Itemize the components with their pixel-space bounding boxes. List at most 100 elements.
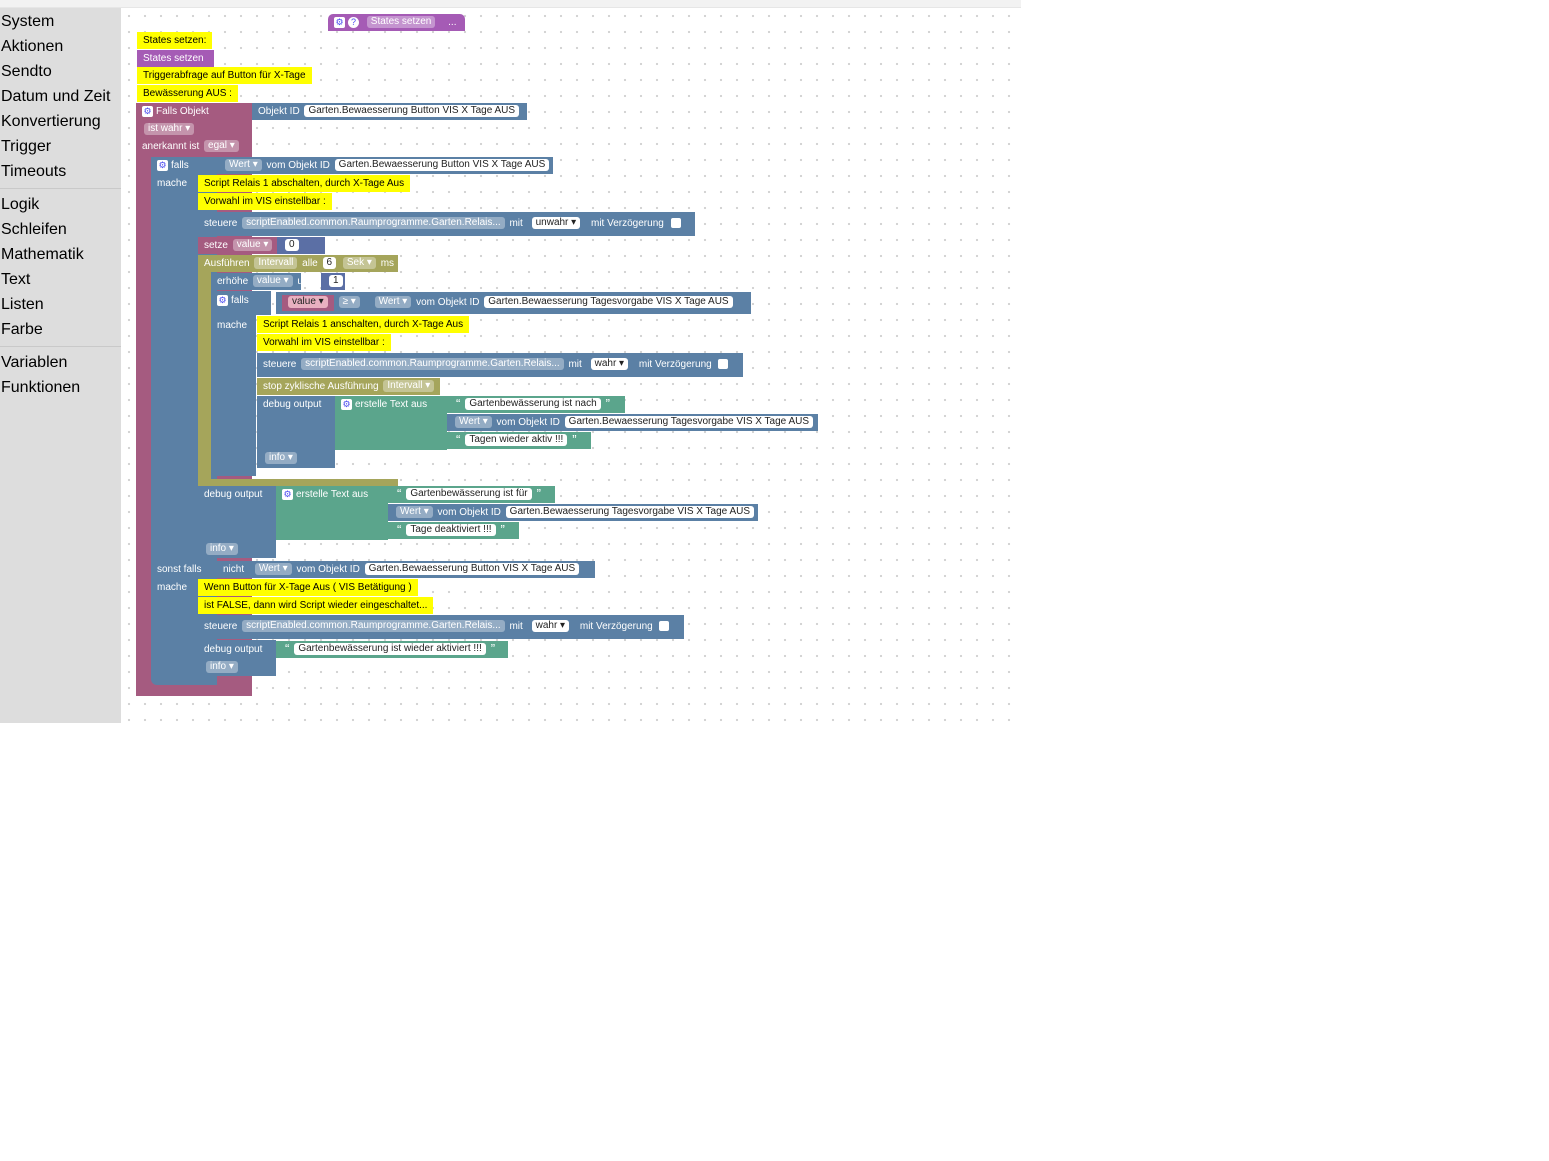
operator: ≥ bbox=[342, 296, 349, 308]
objekt-id-field[interactable]: Garten.Bewaesserung Button VIS X Tage AU… bbox=[364, 563, 580, 576]
function-name-field[interactable]: States setzen bbox=[366, 16, 436, 29]
trigger-condition-dropdown[interactable]: ist wahr ▾ bbox=[144, 123, 195, 136]
steuere-block[interactable]: steuere scriptEnabled.common.Raumprogram… bbox=[198, 212, 695, 236]
debug-level-dropdown[interactable]: info ▾ bbox=[265, 452, 297, 465]
string-field[interactable]: Tage deaktiviert !!! bbox=[406, 524, 496, 537]
text-string-block[interactable]: “ Gartenbewässerung ist wieder aktiviert … bbox=[276, 641, 508, 658]
objekt-id-field[interactable]: Garten.Bewaesserung Tagesvorgabe VIS X T… bbox=[505, 506, 755, 519]
not-condition-block[interactable]: nicht Wert ▾ vom Objekt ID Garten.Bewaes… bbox=[217, 561, 595, 578]
setze-var-dropdown[interactable]: value ▾ bbox=[232, 239, 273, 252]
category-trigger[interactable]: Trigger bbox=[1, 138, 52, 155]
comment-bewaesserung-aus[interactable]: Bewässerung AUS : bbox=[137, 85, 238, 102]
string-field[interactable]: Gartenbewässerung ist für bbox=[406, 488, 532, 501]
get-value-block[interactable]: Wert ▾ vom Objekt ID Garten.Bewaesserung… bbox=[447, 414, 818, 431]
wert-dropdown[interactable]: Wert ▾ bbox=[225, 159, 262, 172]
comment-wenn-button[interactable]: Wenn Button für X-Tage Aus ( VIS Betätig… bbox=[198, 579, 418, 596]
text-string-block[interactable]: “ Gartenbewässerung ist nach ” bbox=[447, 396, 625, 413]
setze-block[interactable]: setze value ▾ auf bbox=[198, 237, 291, 254]
comment-relais-off[interactable]: Script Relais 1 abschalten, durch X-Tage… bbox=[198, 175, 411, 192]
steuere-target-field[interactable]: scriptEnabled.common.Raumprogramme.Garte… bbox=[301, 358, 564, 371]
call-states-setzen-block[interactable]: States setzen bbox=[137, 50, 214, 67]
if-condition-block[interactable]: Wert ▾ vom Objekt ID Garten.Bewaesserung… bbox=[217, 157, 553, 174]
steuere-block[interactable]: steuere scriptEnabled.common.Raumprogram… bbox=[257, 353, 743, 377]
erhoehe-block[interactable]: erhöhe value ▾ um bbox=[211, 273, 311, 290]
steuere-block[interactable]: steuere scriptEnabled.common.Raumprogram… bbox=[198, 615, 684, 639]
string-field[interactable]: Gartenbewässerung ist nach bbox=[465, 398, 601, 411]
comment-vorwahl[interactable]: Vorwahl im VIS einstellbar : bbox=[198, 193, 332, 210]
steuere-value-dropdown[interactable]: wahr ▾ bbox=[590, 358, 629, 371]
variable-dropdown[interactable]: value ▾ bbox=[288, 296, 328, 309]
interval-unit-dropdown[interactable]: Sek ▾ bbox=[342, 257, 376, 270]
comment-ist-false[interactable]: ist FALSE, dann wird Script wieder einge… bbox=[198, 597, 434, 614]
help-icon[interactable]: ? bbox=[348, 16, 359, 28]
category-farbe[interactable]: Farbe bbox=[1, 321, 43, 338]
stop-interval-dropdown[interactable]: Intervall ▾ bbox=[383, 380, 435, 393]
stop-interval-block[interactable]: stop zyklische Ausführung Intervall ▾ bbox=[257, 378, 440, 395]
wert-dropdown[interactable]: Wert ▾ bbox=[254, 563, 292, 576]
get-value-block[interactable]: Wert ▾ vom Objekt ID Garten.Bewaesserung… bbox=[388, 504, 758, 521]
gear-icon[interactable]: ⚙ bbox=[334, 16, 345, 28]
comment-relais-on[interactable]: Script Relais 1 anschalten, durch X-Tage… bbox=[257, 316, 470, 333]
category-logik[interactable]: Logik bbox=[1, 196, 40, 213]
number-block[interactable]: 0 bbox=[277, 237, 325, 254]
compare-block[interactable]: value ▾ ≥ ▾ Wert ▾ vom Objekt ID Garten.… bbox=[276, 292, 751, 314]
wert-value: Wert bbox=[459, 416, 480, 428]
objekt-id-field[interactable]: Garten.Bewaesserung Tagesvorgabe VIS X T… bbox=[484, 296, 733, 309]
category-datum-und-zeit[interactable]: Datum und Zeit bbox=[1, 88, 111, 105]
debug-level-dropdown[interactable]: info ▾ bbox=[206, 543, 238, 556]
verzoegerung-checkbox[interactable] bbox=[670, 218, 681, 229]
wert-dropdown[interactable]: Wert ▾ bbox=[455, 416, 492, 429]
variable-block[interactable]: value ▾ bbox=[282, 295, 334, 311]
category-timeouts[interactable]: Timeouts bbox=[1, 163, 67, 180]
text-string-block[interactable]: “ Tagen wieder aktiv !!! ” bbox=[447, 432, 591, 449]
interval-block[interactable]: Ausführen Intervall alle 6 Sek ▾ ms bbox=[198, 255, 398, 272]
number-field[interactable]: 0 bbox=[285, 239, 299, 252]
gear-icon[interactable]: ⚙ bbox=[217, 294, 228, 306]
category-system[interactable]: System bbox=[1, 13, 55, 30]
category-text[interactable]: Text bbox=[1, 271, 31, 288]
category-variablen[interactable]: Variablen bbox=[1, 354, 68, 371]
gear-icon[interactable]: ⚙ bbox=[157, 159, 168, 171]
steuere-target-field[interactable]: scriptEnabled.common.Raumprogramme.Garte… bbox=[242, 620, 505, 633]
gear-icon[interactable]: ⚙ bbox=[341, 398, 352, 410]
number-block[interactable]: 1 bbox=[321, 273, 345, 290]
string-field[interactable]: Gartenbewässerung ist wieder aktiviert !… bbox=[294, 643, 486, 656]
steuere-target-field[interactable]: scriptEnabled.common.Raumprogramme.Garte… bbox=[242, 217, 505, 230]
objekt-id-field[interactable]: Garten.Bewaesserung Button VIS X Tage AU… bbox=[304, 105, 520, 118]
interval-block-body[interactable] bbox=[198, 255, 211, 486]
text-string-block[interactable]: “ Gartenbewässerung ist für ” bbox=[388, 486, 555, 503]
category-mathematik[interactable]: Mathematik bbox=[1, 246, 84, 263]
comment-vorwahl[interactable]: Vorwahl im VIS einstellbar : bbox=[257, 334, 391, 351]
interval-name-field[interactable]: Intervall bbox=[254, 257, 298, 270]
erhoehe-var-dropdown[interactable]: value ▾ bbox=[252, 275, 293, 288]
objekt-id-field[interactable]: Garten.Bewaesserung Tagesvorgabe VIS X T… bbox=[564, 416, 814, 429]
comment-triggerabfrage[interactable]: Triggerabfrage auf Button für X-Tage bbox=[137, 67, 312, 84]
function-definition-block[interactable]: ⚙? States setzen ... bbox=[328, 14, 465, 31]
trigger-header[interactable]: ⚙ Falls Objekt bbox=[136, 103, 252, 120]
steuere-value-dropdown[interactable]: unwahr ▾ bbox=[531, 217, 581, 230]
text-string-block[interactable]: “ Tage deaktiviert !!! ” bbox=[388, 522, 519, 539]
category-sendto[interactable]: Sendto bbox=[1, 63, 52, 80]
wert-dropdown[interactable]: Wert ▾ bbox=[396, 506, 433, 519]
gear-icon[interactable]: ⚙ bbox=[142, 105, 153, 117]
number-field[interactable]: 1 bbox=[329, 275, 343, 288]
category-funktionen[interactable]: Funktionen bbox=[1, 379, 81, 396]
verzoegerung-checkbox[interactable] bbox=[718, 359, 729, 370]
interval-number-field[interactable]: 6 bbox=[322, 257, 337, 270]
string-field[interactable]: Tagen wieder aktiv !!! bbox=[465, 434, 568, 447]
gear-icon[interactable]: ⚙ bbox=[282, 488, 293, 500]
category-konvertierung[interactable]: Konvertierung bbox=[1, 113, 101, 130]
wert-dropdown[interactable]: Wert ▾ bbox=[374, 296, 412, 309]
debug-level-dropdown[interactable]: info ▾ bbox=[206, 661, 238, 674]
blockly-workspace[interactable]: ⚙? States setzen ... States setzen: Stat… bbox=[121, 8, 1021, 723]
category-listen[interactable]: Listen bbox=[1, 296, 44, 313]
operator-dropdown[interactable]: ≥ ▾ bbox=[338, 296, 360, 309]
category-aktionen[interactable]: Aktionen bbox=[1, 38, 64, 55]
object-id-block[interactable]: Objekt ID Garten.Bewaesserung Button VIS… bbox=[252, 103, 527, 120]
objekt-id-field[interactable]: Garten.Bewaesserung Button VIS X Tage AU… bbox=[334, 159, 550, 172]
ack-dropdown[interactable]: egal ▾ bbox=[204, 140, 239, 153]
verzoegerung-checkbox[interactable] bbox=[659, 621, 670, 632]
steuere-value-dropdown[interactable]: wahr ▾ bbox=[531, 620, 570, 633]
comment-states-setzen[interactable]: States setzen: bbox=[137, 32, 213, 49]
category-schleifen[interactable]: Schleifen bbox=[1, 221, 67, 238]
